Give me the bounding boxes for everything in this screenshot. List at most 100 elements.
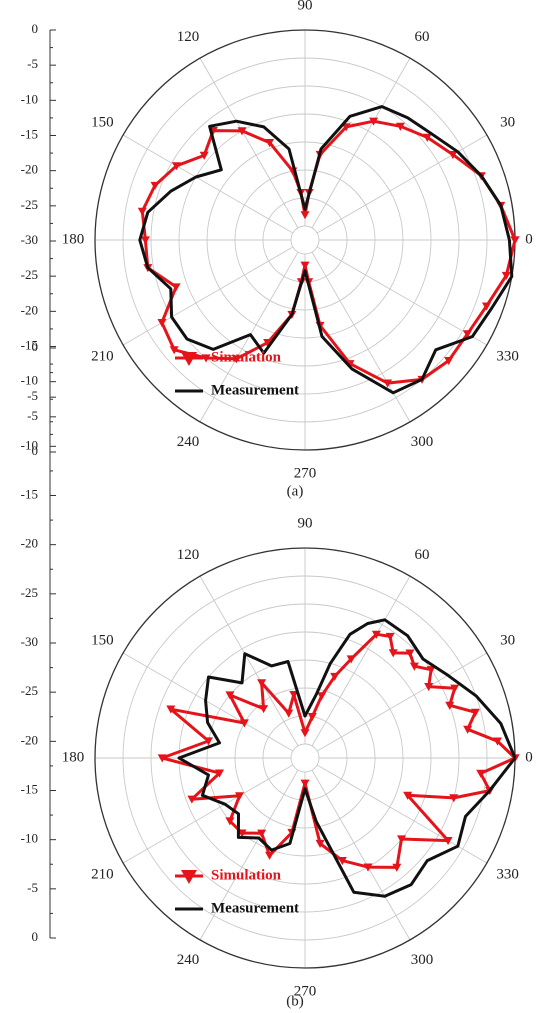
radial-tick-label: -10 [21, 91, 38, 106]
data-point-simulation [383, 379, 393, 388]
data-point-simulation [307, 713, 317, 722]
data-point-simulation [137, 207, 147, 216]
series-simulation [137, 117, 520, 388]
grid-spoke [122, 134, 294, 234]
angle-label-240: 240 [177, 952, 200, 968]
data-point-simulation [259, 705, 269, 714]
grid-spoke [316, 246, 488, 346]
data-point-simulation [300, 729, 310, 738]
data-point-simulation [510, 236, 520, 245]
radial-tick-label: 0 [32, 443, 39, 458]
data-point-simulation [476, 769, 486, 778]
data-point-simulation [385, 632, 395, 641]
radial-tick-label: -10 [21, 831, 38, 846]
radial-tick-label: 0 [32, 21, 39, 36]
legend-label-simulation: Simulation [211, 349, 282, 365]
angle-label-120: 120 [177, 29, 200, 45]
data-point-simulation [492, 737, 502, 746]
radial-tick-label: -25 [21, 683, 38, 698]
radial-tick-label: -20 [21, 732, 38, 747]
grid-spoke [311, 769, 411, 941]
radial-tick-label: -20 [21, 302, 38, 317]
angle-label-330: 330 [496, 866, 519, 882]
angle-label-90: 90 [298, 515, 313, 531]
data-point-simulation [289, 690, 299, 700]
polar-grid [95, 30, 515, 450]
figure-caption: (a) [287, 483, 304, 499]
series-line-measurement [138, 105, 514, 395]
angle-label-0: 0 [525, 749, 533, 765]
data-point-simulation [403, 791, 413, 800]
angle-label-30: 30 [500, 114, 515, 130]
radial-tick-label: -10 [21, 373, 38, 388]
data-point-simulation [169, 346, 179, 355]
angle-label-180: 180 [62, 231, 85, 247]
legend-label-simulation: Simulation [211, 867, 282, 883]
data-point-simulation [300, 261, 310, 270]
data-point-simulation [463, 725, 473, 734]
radial-tick-label: -30 [21, 232, 38, 247]
series-measurement [138, 105, 514, 395]
data-point-simulation [215, 769, 225, 778]
data-point-simulation [171, 283, 181, 292]
legend: Simulation Measurement [175, 867, 299, 916]
grid-spoke [199, 57, 299, 229]
radial-tick-label: -25 [21, 197, 38, 212]
data-point-simulation [315, 839, 325, 848]
radial-tick-label: -5 [27, 388, 38, 403]
angle-label-330: 330 [496, 348, 519, 364]
data-point-simulation [166, 705, 176, 714]
angle-label-270: 270 [294, 983, 317, 999]
radial-tick-label: -15 [21, 486, 38, 501]
polar-grid [95, 548, 515, 968]
data-point-simulation [330, 672, 340, 681]
radial-scale: 0-5-10-15-20-25-30-25-20-15-10-50 [21, 339, 56, 944]
data-point-simulation [235, 792, 245, 801]
data-point-simulation [363, 863, 373, 872]
data-point-simulation [157, 319, 167, 328]
data-point-simulation [337, 857, 347, 866]
data-point-simulation [239, 719, 249, 728]
radial-tick-label: -15 [21, 337, 38, 352]
angle-labels: 0 30 60 90 120 150 180 210 240 270 300 330 [62, 515, 533, 999]
grid-spoke [122, 652, 294, 752]
radial-tick-label: -5 [27, 56, 38, 71]
radial-tick-label: -15 [21, 781, 38, 796]
radial-tick-label: -20 [21, 162, 38, 177]
polar-chart-b: 03060901201501802102402703003300-5-10-15… [21, 339, 533, 1009]
data-point-simulation [199, 151, 209, 160]
data-point-simulation [444, 356, 454, 366]
data-point-simulation [470, 708, 480, 717]
grid-circle-inner [290, 225, 320, 255]
data-point-simulation [395, 122, 405, 131]
data-point-simulation [171, 162, 181, 171]
data-point-simulation [448, 151, 458, 160]
grid-spoke [199, 769, 299, 941]
legend-label-measurement: Measurement [211, 900, 299, 916]
data-point-simulation [231, 355, 241, 364]
data-point-simulation [424, 683, 434, 692]
data-point-simulation [263, 339, 273, 348]
data-point-simulation [397, 835, 407, 844]
data-point-simulation [409, 662, 419, 671]
grid-spoke [199, 251, 299, 423]
angle-label-60: 60 [415, 547, 430, 563]
angle-labels: 0 30 60 90 120 150 180 210 240 270 300 330 [62, 0, 533, 481]
legend: Simulation Measurement [175, 349, 299, 398]
data-point-simulation [225, 817, 235, 826]
data-point-simulation [284, 709, 294, 718]
angle-label-210: 210 [91, 866, 114, 882]
data-point-simulation [501, 271, 511, 280]
series-simulation [157, 630, 520, 872]
radial-scale: 0-5-10-15-20-25-30-25-20-15-10-50 [21, 21, 56, 458]
angle-label-300: 300 [411, 434, 434, 450]
legend-marker-simulation [181, 870, 197, 884]
grid-spoke [311, 575, 411, 747]
figure-caption: (b) [286, 993, 304, 1009]
polar-chart-a: 03060901201501802102402703003300-5-10-15… [21, 0, 533, 499]
legend-label-measurement: Measurement [211, 382, 299, 398]
data-point-simulation [449, 794, 459, 803]
angle-label-180: 180 [62, 749, 85, 765]
legend-marker-simulation [181, 352, 197, 366]
